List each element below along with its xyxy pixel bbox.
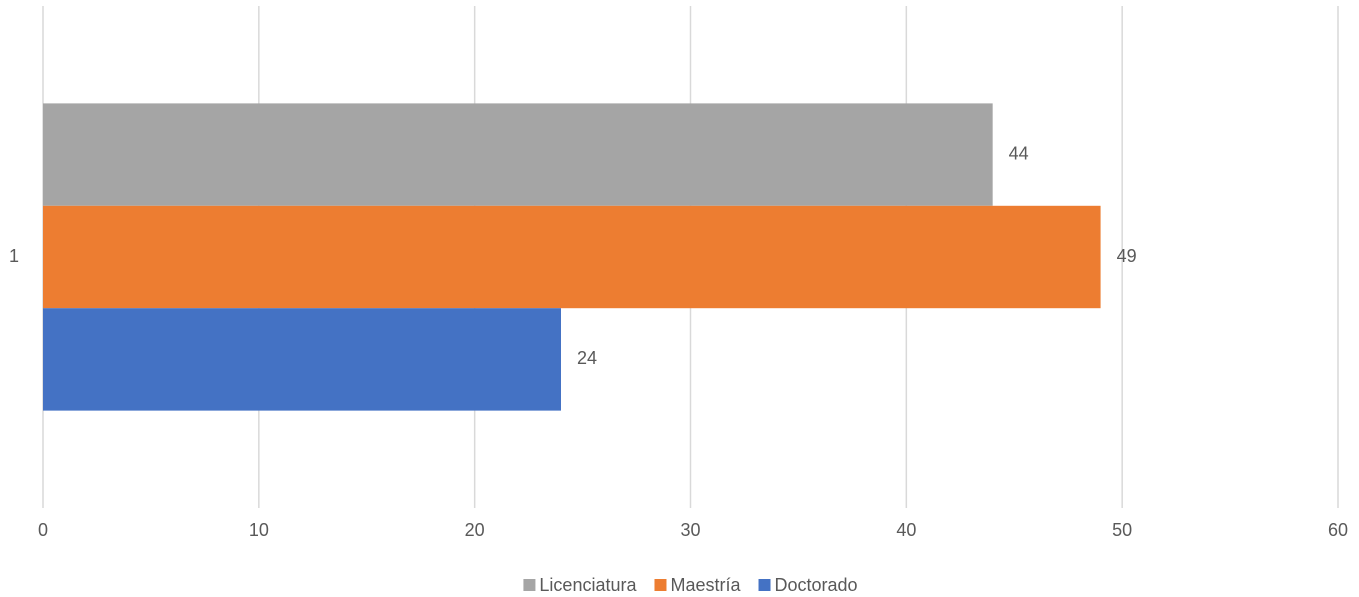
data-label: 44: [1009, 143, 1029, 163]
y-tick-label: 1: [9, 246, 19, 266]
bar: [43, 103, 993, 206]
data-label: 24: [577, 348, 597, 368]
bar: [43, 308, 561, 411]
legend-label: Doctorado: [775, 575, 858, 595]
legend-swatch: [758, 579, 771, 591]
legend-label: Licenciatura: [539, 575, 637, 595]
x-tick-label: 0: [38, 520, 48, 540]
bar: [43, 205, 1101, 309]
legend-label: Maestría: [670, 575, 741, 595]
x-tick-label: 40: [896, 520, 916, 540]
x-tick-label: 20: [465, 520, 485, 540]
x-tick-label: 10: [249, 520, 269, 540]
x-tick-label: 50: [1112, 520, 1132, 540]
x-tick-label: 30: [680, 520, 700, 540]
data-label: 49: [1117, 246, 1137, 266]
legend-swatch: [523, 579, 536, 591]
legend-swatch: [654, 579, 667, 591]
x-tick-label: 60: [1328, 520, 1348, 540]
